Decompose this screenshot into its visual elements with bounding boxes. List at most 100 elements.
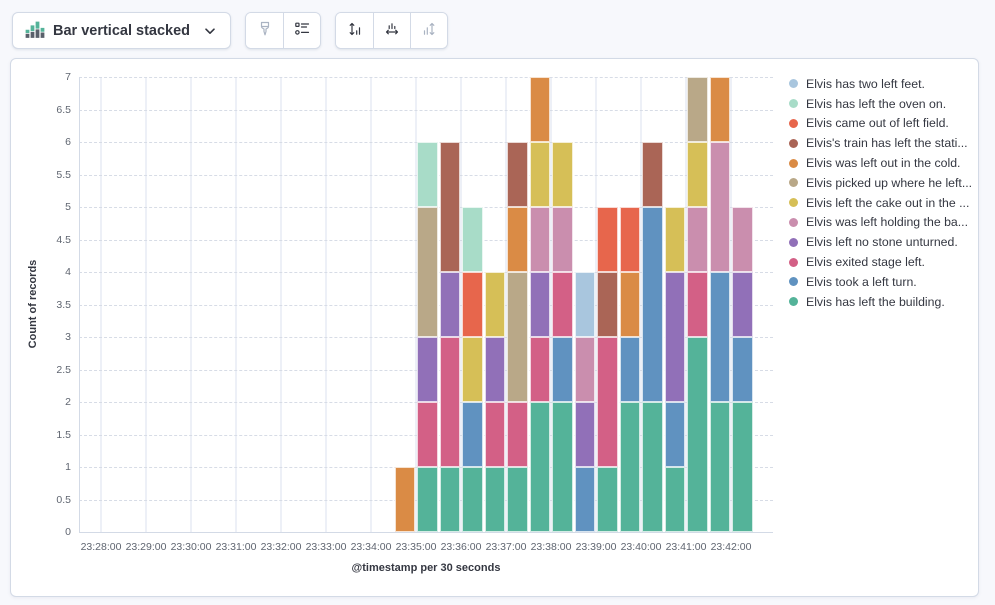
bar-segment[interactable]	[664, 467, 685, 532]
bar-segment[interactable]	[394, 467, 415, 532]
x-tick-label: 23:39:00	[575, 541, 617, 553]
bar-segment[interactable]	[552, 142, 573, 207]
bar-segment[interactable]	[574, 402, 595, 467]
bar-segment[interactable]	[439, 337, 460, 467]
bar-segment[interactable]	[462, 272, 483, 337]
legend-color-dot	[789, 277, 798, 287]
bar-segment[interactable]	[664, 402, 685, 467]
bar-segment[interactable]	[664, 207, 685, 272]
bar-segment[interactable]	[552, 337, 573, 402]
bar-segment[interactable]	[687, 272, 708, 337]
bar-segment[interactable]	[709, 272, 730, 402]
y-tick-label: 2	[65, 396, 71, 408]
legend-item[interactable]: Elvis took a left turn.	[789, 272, 975, 292]
bar-segment[interactable]	[417, 207, 438, 337]
bar-segment[interactable]	[529, 77, 550, 142]
bar-segment[interactable]	[507, 402, 528, 467]
legend-item[interactable]: Elvis came out of left field.	[789, 114, 975, 134]
bar-segment[interactable]	[574, 337, 595, 402]
bar-segment[interactable]	[552, 402, 573, 532]
bar-segment[interactable]	[507, 467, 528, 532]
bar-segment[interactable]	[709, 142, 730, 272]
bar-segment[interactable]	[507, 142, 528, 207]
x-tick-label: 23:37:00	[485, 541, 527, 553]
legend-item[interactable]: Elvis was left out in the cold.	[789, 153, 975, 173]
bar-segment[interactable]	[574, 467, 595, 532]
bar-segment[interactable]	[484, 467, 505, 532]
chart-type-dropdown[interactable]: Bar vertical stacked	[12, 12, 232, 49]
style-button-group	[245, 12, 322, 49]
legend-label: Elvis left no stone unturned.	[806, 235, 958, 250]
x-tick-label: 23:31:00	[215, 541, 257, 553]
bar-segment[interactable]	[574, 272, 595, 337]
bar-segment[interactable]	[732, 272, 753, 337]
bar-segment[interactable]	[642, 207, 663, 402]
bar-segment[interactable]	[732, 207, 753, 272]
bar-segment[interactable]	[529, 337, 550, 402]
legend-item[interactable]: Elvis has left the building.	[789, 292, 975, 312]
bar-segment[interactable]	[687, 207, 708, 272]
bar-segment[interactable]	[529, 402, 550, 532]
bar-segment[interactable]	[484, 272, 505, 337]
legend-item[interactable]: Elvis left the cake out in the ...	[789, 193, 975, 213]
y-axis-line	[79, 77, 80, 532]
bar-segment[interactable]	[552, 207, 573, 272]
bar-segment[interactable]	[619, 337, 640, 402]
bar-segment[interactable]	[462, 207, 483, 272]
bar-segment[interactable]	[417, 402, 438, 467]
legend-item[interactable]: Elvis exited stage left.	[789, 252, 975, 272]
bar-segment[interactable]	[439, 272, 460, 337]
bar-segment[interactable]	[507, 207, 528, 272]
bar-segment[interactable]	[439, 142, 460, 272]
bottom-axis-button[interactable]	[373, 13, 411, 48]
bar-segment[interactable]	[507, 272, 528, 402]
bar-segment[interactable]	[642, 142, 663, 207]
bar-segment[interactable]	[462, 402, 483, 467]
left-axis-button[interactable]	[336, 13, 374, 48]
x-tick-label: 23:41:00	[665, 541, 707, 553]
legend-color-dot	[789, 257, 798, 267]
bar-segment[interactable]	[417, 337, 438, 402]
right-axis-button[interactable]	[410, 13, 448, 48]
legend-item[interactable]: Elvis has two left feet.	[789, 74, 975, 94]
bar-segment[interactable]	[597, 337, 618, 467]
legend-color-dot	[789, 138, 798, 148]
bar-segment[interactable]	[732, 337, 753, 402]
bar-segment[interactable]	[552, 272, 573, 337]
bar-segment[interactable]	[597, 467, 618, 532]
bar-segment[interactable]	[529, 142, 550, 207]
bar-segment[interactable]	[732, 402, 753, 532]
bar-segment[interactable]	[462, 337, 483, 402]
legend-settings-button[interactable]	[283, 13, 321, 48]
bar-segment[interactable]	[687, 77, 708, 142]
bar-segment[interactable]	[619, 207, 640, 272]
legend-item[interactable]: Elvis picked up where he left...	[789, 173, 975, 193]
legend-item[interactable]: Elvis was left holding the ba...	[789, 213, 975, 233]
bar-segment[interactable]	[529, 272, 550, 337]
visual-options-button[interactable]	[246, 13, 284, 48]
bar-segment[interactable]	[687, 142, 708, 207]
bar-segment[interactable]	[417, 467, 438, 532]
bar-segment[interactable]	[484, 402, 505, 467]
bar-segment[interactable]	[619, 402, 640, 532]
bar-segment[interactable]	[462, 467, 483, 532]
legend-item[interactable]: Elvis's train has left the stati...	[789, 133, 975, 153]
bar-segment[interactable]	[597, 207, 618, 272]
y-gridline	[79, 109, 773, 111]
bar-segment[interactable]	[597, 272, 618, 337]
bar-segment[interactable]	[664, 272, 685, 402]
bar-segment[interactable]	[529, 207, 550, 272]
bar-segment[interactable]	[619, 272, 640, 337]
legend-item[interactable]: Elvis has left the oven on.	[789, 94, 975, 114]
bar-segment[interactable]	[642, 402, 663, 532]
x-tick-label: 23:34:00	[350, 541, 392, 553]
bar-segment[interactable]	[484, 337, 505, 402]
bar-segment[interactable]	[709, 77, 730, 142]
bar-segment[interactable]	[417, 142, 438, 207]
bar-segment[interactable]	[687, 337, 708, 532]
bar-segment[interactable]	[709, 402, 730, 532]
legend-item[interactable]: Elvis left no stone unturned.	[789, 232, 975, 252]
bar-segment[interactable]	[439, 467, 460, 532]
x-axis-title: @timestamp per 30 seconds	[351, 562, 501, 574]
legend-label: Elvis left the cake out in the ...	[806, 195, 970, 210]
